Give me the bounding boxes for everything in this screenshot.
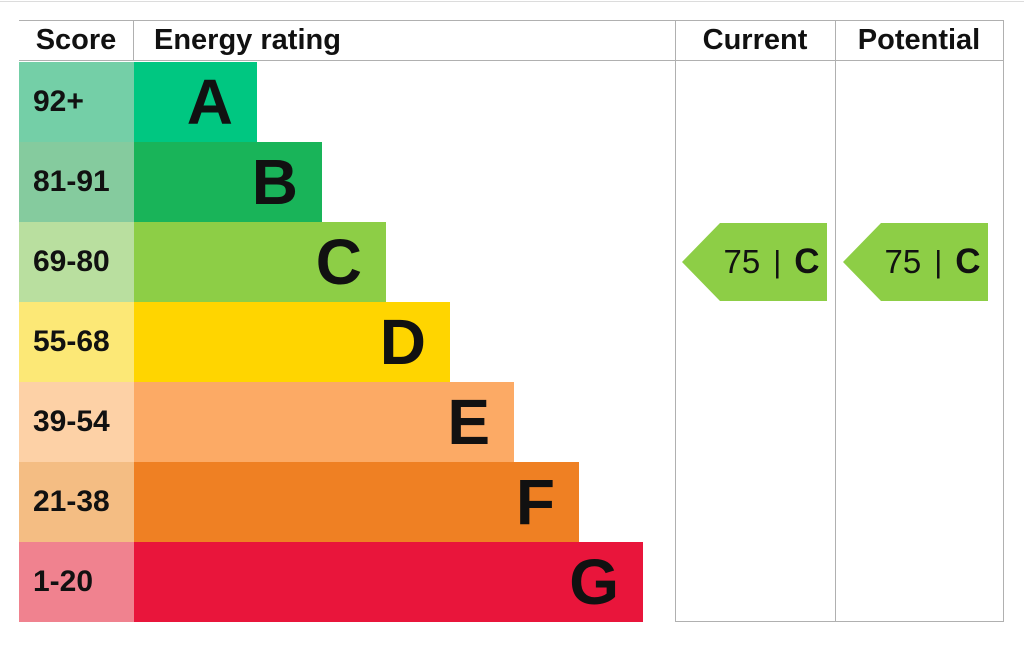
band-letter: D (379, 306, 426, 378)
band-bar-d: D (134, 302, 450, 382)
current-column-header: Current (702, 24, 808, 56)
band-row-c: 69-80 C (19, 222, 643, 302)
band-row-e: 39-54 E (19, 382, 643, 462)
current-rating-arrow: 75 | C (682, 223, 827, 301)
band-letter: C (315, 226, 362, 298)
score-range-label: 69-80 (33, 245, 110, 278)
band-bar-a: A (134, 62, 257, 142)
score-range-cell-b: 81-91 (19, 142, 134, 222)
band-letter: E (447, 386, 490, 458)
score-range-label: 1-20 (33, 565, 94, 598)
score-range-cell-g: 1-20 (19, 542, 134, 622)
page-top-edge-line (0, 1, 1024, 2)
band-row-b: 81-91 B (19, 142, 643, 222)
band-row-g: 1-20 G (19, 542, 643, 622)
score-range-cell-a: 92+ (19, 62, 134, 142)
potential-rating-arrow: 75 | C (843, 223, 988, 301)
band-row-a: 92+ A (19, 62, 643, 142)
band-bar-b: B (134, 142, 322, 222)
score-column-header: Score (35, 24, 117, 56)
potential-column-divider (835, 20, 836, 622)
table-top-border (19, 20, 1004, 21)
arrow-divider: | (773, 244, 782, 279)
score-range-label: 55-68 (33, 325, 110, 358)
band-letter: A (186, 66, 233, 138)
score-range-cell-f: 21-38 (19, 462, 134, 542)
band-bar-e: E (134, 382, 514, 462)
current-column-divider (675, 20, 676, 622)
table-bottom-border (675, 621, 1004, 622)
band-bar-g: G (134, 542, 643, 622)
energy-rating-column-header: Energy rating (154, 24, 341, 56)
rating-bands: 92+ A 81-91 B 69-80 C 55-68 D 39-54 E 21… (19, 62, 643, 622)
arrow-divider: | (934, 244, 943, 279)
current-score-value: 75 (723, 243, 761, 280)
potential-column-header: Potential (857, 24, 981, 56)
band-row-d: 55-68 D (19, 302, 643, 382)
score-range-label: 92+ (33, 85, 84, 118)
score-range-label: 39-54 (33, 405, 110, 438)
potential-score-value: 75 (884, 243, 922, 280)
potential-rating-letter: C (955, 242, 981, 281)
band-bar-c: C (134, 222, 386, 302)
score-range-cell-c: 69-80 (19, 222, 134, 302)
band-bar-f: F (134, 462, 579, 542)
score-range-label: 21-38 (33, 485, 110, 518)
header-bottom-border (19, 60, 1004, 61)
score-range-cell-e: 39-54 (19, 382, 134, 462)
score-range-label: 81-91 (33, 165, 110, 198)
score-range-cell-d: 55-68 (19, 302, 134, 382)
band-letter: F (515, 466, 555, 538)
table-right-border (1003, 20, 1004, 622)
band-letter: B (251, 146, 298, 218)
band-letter: G (569, 546, 619, 618)
band-row-f: 21-38 F (19, 462, 643, 542)
score-column-divider (133, 20, 134, 61)
current-rating-letter: C (794, 242, 820, 281)
